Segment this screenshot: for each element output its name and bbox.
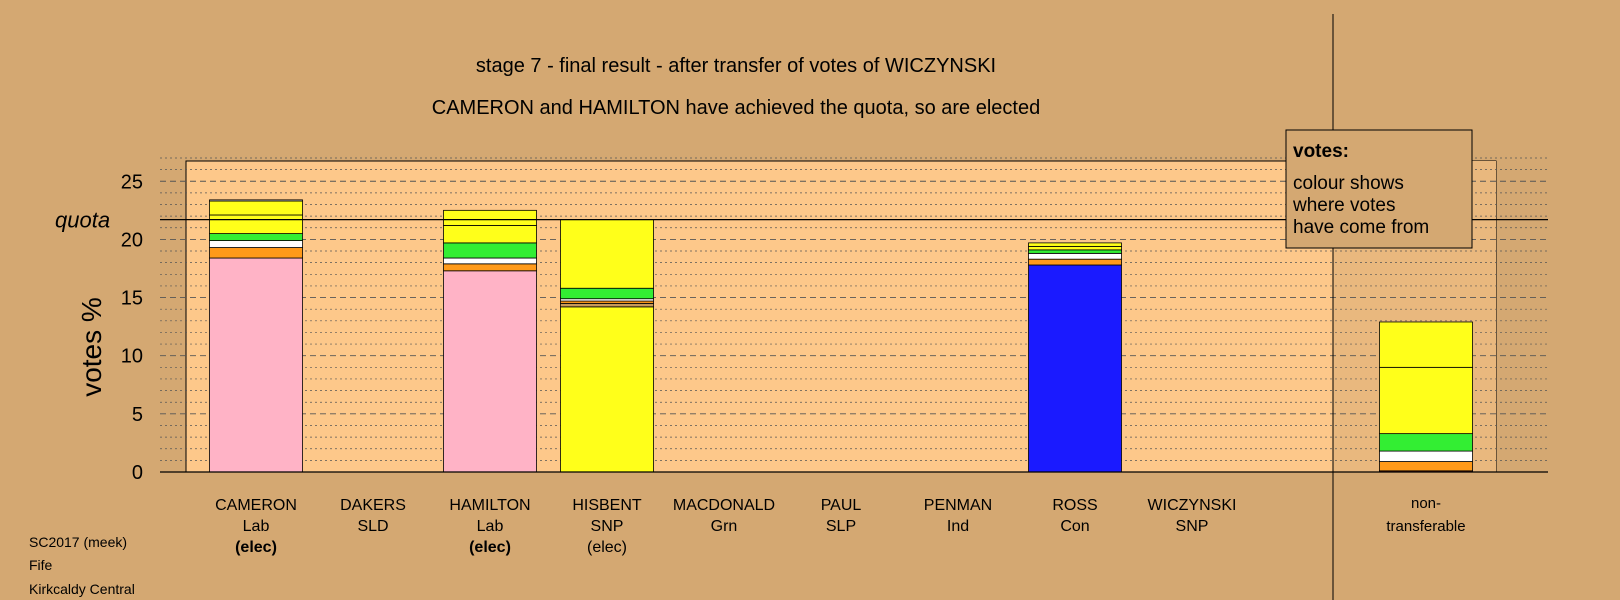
- bar-segment-ross: [1028, 245, 1122, 251]
- candidate-party: Grn: [711, 518, 738, 535]
- candidate-name: PAUL: [821, 497, 862, 514]
- bars: [209, 199, 1473, 473]
- candidate-party: SLP: [826, 518, 856, 535]
- bar-segment-hisbent: [560, 287, 654, 300]
- bar-segment-cameron: [209, 233, 303, 241]
- bar-segment-hamilton: [443, 263, 537, 272]
- bar-segment-cameron: [209, 199, 303, 202]
- bar-segment-nontransferable: [1379, 461, 1473, 472]
- candidate-status: (elec): [587, 539, 627, 556]
- legend-title: votes:: [1293, 141, 1349, 162]
- candidate-party: Lab: [243, 518, 270, 535]
- candidate-name: HISBENT: [572, 497, 642, 514]
- quota-label: quota: [55, 208, 110, 233]
- plot-area: [185, 160, 1497, 473]
- y-axis-label: votes %: [76, 297, 107, 397]
- y-tick-label: 25: [121, 171, 143, 193]
- y-tick-label: 10: [121, 346, 143, 368]
- candidate-name: PENMAN: [924, 497, 992, 514]
- candidate-name: ROSS: [1052, 497, 1097, 514]
- y-tick-label: 5: [132, 404, 143, 426]
- bar-segment-nontransferable: [1379, 450, 1473, 462]
- chart-subtitle: CAMERON and HAMILTON have achieved the q…: [432, 97, 1040, 119]
- y-tick-label: 0: [132, 462, 143, 484]
- candidate-status: (elec): [469, 539, 511, 556]
- candidate-status: (elec): [235, 539, 277, 556]
- candidate-name: MACDONALD: [673, 497, 775, 514]
- candidate-name: DAKERS: [340, 497, 406, 514]
- bar-segment-ross: [1028, 264, 1122, 473]
- bar-segment-cameron: [209, 200, 303, 216]
- bar-segment-hamilton: [443, 270, 537, 473]
- candidate-name: CAMERON: [215, 497, 297, 514]
- bar-segment-hamilton: [443, 242, 537, 259]
- candidate-party: SNP: [1176, 518, 1209, 535]
- nontransferable-label: non-: [1411, 495, 1441, 512]
- bar-segment-ross: [1028, 258, 1122, 266]
- legend-box: [1285, 129, 1473, 249]
- x-axis-labels: CAMERON Lab (elec) DAKERS SLD HAMILTON Lab (ele…: [215, 495, 1466, 556]
- y-tick-label: 20: [121, 229, 143, 251]
- bar-segment-ross: [1028, 252, 1122, 260]
- candidate-name: WICZYNSKI: [1148, 497, 1237, 514]
- bar-segment-hamilton: [443, 225, 537, 244]
- candidate-party: SLD: [357, 518, 388, 535]
- bar-segment-hamilton: [443, 209, 537, 226]
- candidate-party: Lab: [477, 518, 504, 535]
- bar-segment-cameron: [209, 247, 303, 259]
- legend-line-3: have come from: [1293, 217, 1429, 238]
- legend-line-2: where votes: [1292, 195, 1395, 216]
- candidate-party: SNP: [591, 518, 624, 535]
- candidate-party: Con: [1060, 518, 1089, 535]
- bar-segment-hamilton: [443, 257, 537, 265]
- bar-segment-cameron: [209, 214, 303, 234]
- y-axis-ticks: 0 5 10 15 20 25: [121, 171, 143, 484]
- bar-segment-cameron: [209, 257, 303, 473]
- nontransferable-label: transferable: [1386, 518, 1465, 535]
- bar-segment-ross: [1028, 249, 1122, 254]
- footer-line-1: SC2017 (meek): [29, 534, 127, 550]
- footer-line-2: Fife: [29, 557, 53, 573]
- bar-segment-ross: [1028, 242, 1122, 247]
- candidate-name: HAMILTON: [449, 497, 530, 514]
- footer-line-3: Kirkcaldy Central: [29, 581, 135, 597]
- bar-segment-nontransferable: [1379, 366, 1473, 435]
- bar-segment-hisbent: [560, 219, 654, 289]
- chart-title: stage 7 - final result - after transfer …: [476, 55, 996, 77]
- y-tick-label: 15: [121, 288, 143, 310]
- bar-segment-nontransferable: [1379, 433, 1473, 452]
- legend: votes: colour shows where votes have com…: [1285, 129, 1473, 249]
- bar-segment-hisbent: [560, 302, 654, 308]
- legend-line-1: colour shows: [1293, 173, 1404, 194]
- candidate-party: Ind: [947, 518, 969, 535]
- bar-segment-cameron: [209, 240, 303, 248]
- bar-segment-hisbent: [560, 306, 654, 473]
- bar-segment-nontransferable: [1379, 321, 1473, 368]
